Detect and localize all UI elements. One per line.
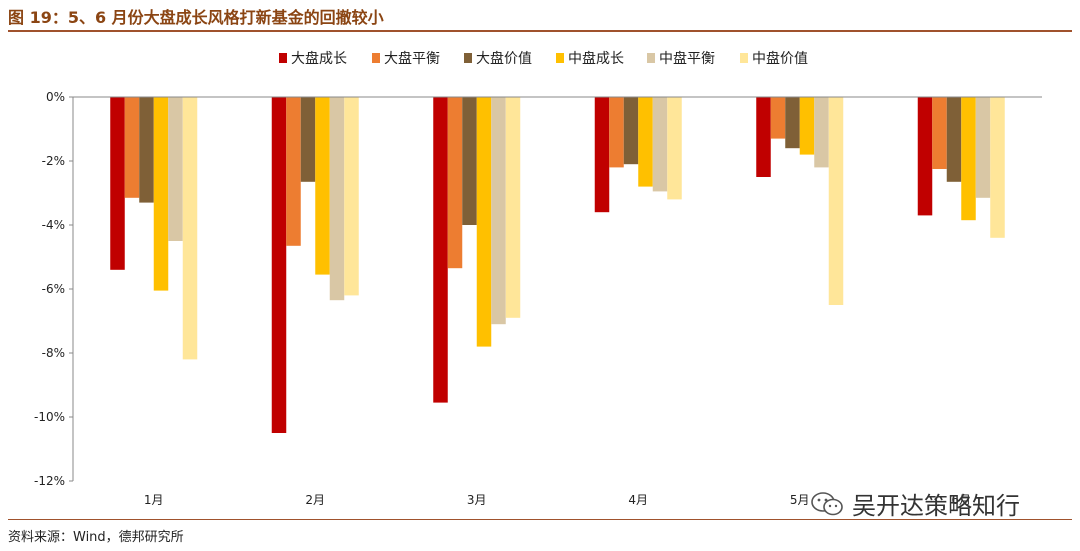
bar xyxy=(828,97,844,305)
bar xyxy=(785,97,800,149)
bar xyxy=(153,97,169,291)
bar xyxy=(756,97,771,177)
x-tick-label: 2月 xyxy=(305,493,325,507)
legend-swatch xyxy=(647,53,655,63)
bar xyxy=(946,97,962,182)
bar xyxy=(344,97,359,296)
legend-label: 大盘价值 xyxy=(476,50,532,67)
bar xyxy=(594,97,610,213)
bar xyxy=(491,97,506,325)
legend-label: 中盘成长 xyxy=(568,50,624,67)
bar xyxy=(447,97,463,269)
x-tick-label: 1月 xyxy=(144,493,164,507)
bar xyxy=(814,97,829,168)
bars xyxy=(110,97,1005,433)
legend-swatch xyxy=(740,53,748,63)
y-axis: 0% -2% -4% -6% -8% -10% -12% xyxy=(34,90,74,488)
bar xyxy=(139,97,154,203)
bar xyxy=(168,97,183,241)
source-note: 资料来源：Wind，德邦研究所 xyxy=(8,530,184,545)
bar xyxy=(271,97,287,433)
y-tick-label: -2% xyxy=(42,154,65,168)
legend-label: 中盘价值 xyxy=(752,50,808,67)
watermark: 吴开达策略知行 xyxy=(810,486,1020,521)
bar xyxy=(799,97,815,155)
legend-swatch xyxy=(556,53,564,63)
legend-swatch xyxy=(464,53,472,63)
bar xyxy=(286,97,301,246)
bar xyxy=(476,97,492,347)
legend-swatch xyxy=(279,53,287,63)
bar xyxy=(932,97,947,169)
bar xyxy=(505,97,521,318)
legend-label: 中盘平衡 xyxy=(659,50,715,67)
bar xyxy=(609,97,624,168)
y-tick-label: -10% xyxy=(34,410,65,424)
legend: 大盘成长 大盘平衡 大盘价值 中盘成长 中盘平衡 中盘价值 xyxy=(279,50,808,67)
legend-swatch xyxy=(372,53,380,63)
bar xyxy=(961,97,976,221)
y-tick-label: -6% xyxy=(42,282,65,296)
wechat-icon xyxy=(811,491,843,515)
legend-label: 大盘平衡 xyxy=(384,50,440,67)
watermark-text: 吴开达策略知行 xyxy=(852,492,1020,520)
x-tick-label: 5月 xyxy=(790,493,810,507)
y-tick-label: -8% xyxy=(42,346,65,360)
bar xyxy=(462,97,477,225)
bar xyxy=(652,97,668,192)
bar xyxy=(770,97,786,139)
x-tick-label: 6月 xyxy=(951,493,971,507)
bar xyxy=(917,97,933,216)
bar xyxy=(990,97,1005,238)
x-tick-label: 4月 xyxy=(628,493,648,507)
x-axis: 1月 2月 3月 4月 5月 6月 xyxy=(73,96,1042,507)
bar xyxy=(315,97,330,275)
figure-title: 图 19：5、6 月份大盘成长风格打新基金的回撤较小 xyxy=(8,8,384,27)
bar xyxy=(975,97,991,198)
bar-chart: 大盘成长 大盘平衡 大盘价值 中盘成长 中盘平衡 中盘价值 0% -2% -4% -6% -8% -… xyxy=(34,50,1042,507)
x-tick-label: 3月 xyxy=(467,493,487,507)
bar xyxy=(124,97,140,198)
legend-label: 大盘成长 xyxy=(291,50,347,67)
bar xyxy=(329,97,345,301)
bar xyxy=(667,97,682,200)
y-tick-label: 0% xyxy=(46,90,65,104)
y-tick-label: -4% xyxy=(42,218,65,232)
bar xyxy=(110,97,125,270)
bar xyxy=(638,97,653,187)
bar xyxy=(623,97,639,165)
title-divider xyxy=(8,30,1072,32)
y-tick-label: -12% xyxy=(34,474,65,488)
source-divider xyxy=(8,519,1072,520)
bar xyxy=(300,97,316,182)
bar xyxy=(182,97,198,360)
bar xyxy=(433,97,448,403)
